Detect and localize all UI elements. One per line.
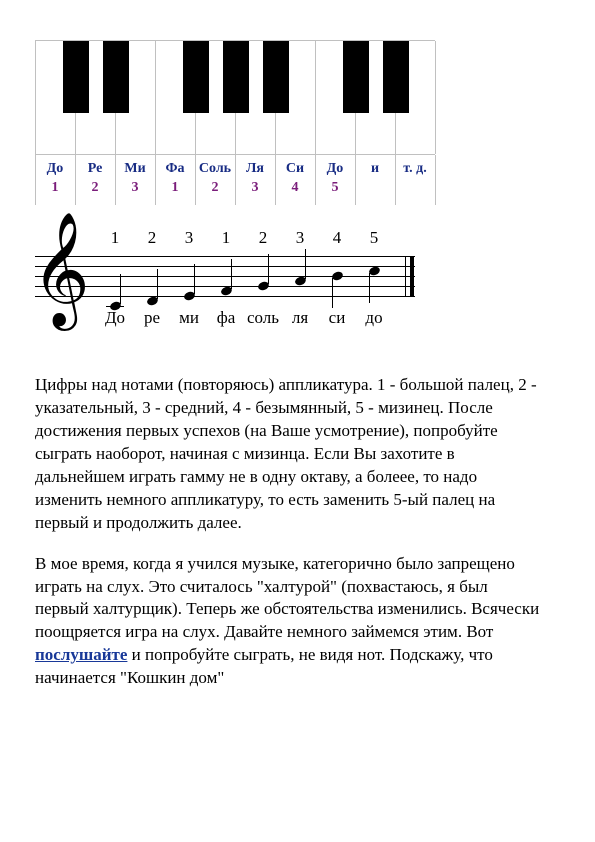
note-finger: 4 bbox=[317, 228, 357, 248]
key-divider bbox=[155, 155, 156, 205]
note-finger: 1 bbox=[95, 228, 135, 248]
finger-number: 1 bbox=[155, 180, 195, 196]
note-syllable: До bbox=[95, 308, 135, 328]
note-stem bbox=[120, 274, 121, 304]
staff-line bbox=[35, 296, 415, 297]
black-key bbox=[223, 41, 249, 113]
key-divider bbox=[195, 155, 196, 205]
note-stem bbox=[268, 254, 269, 284]
note-stem bbox=[194, 264, 195, 294]
note-finger: 2 bbox=[132, 228, 172, 248]
finger-number: 2 bbox=[75, 180, 115, 196]
black-key bbox=[343, 41, 369, 113]
note-finger: 5 bbox=[354, 228, 394, 248]
key-divider bbox=[35, 155, 36, 205]
finger-number: 2 bbox=[195, 180, 235, 196]
key-divider bbox=[435, 155, 436, 205]
paragraph-ear-training: В мое время, когда я учился музыке, кате… bbox=[35, 553, 545, 691]
note-syllable: ми bbox=[169, 308, 209, 328]
finger-number bbox=[395, 180, 435, 196]
note-stem bbox=[231, 259, 232, 289]
note-label: Соль bbox=[195, 161, 235, 177]
keyboard-diagram: ДоРеМиФаСольЛяСиДоит. д. 12312345 bbox=[35, 40, 435, 196]
note-label: Си bbox=[275, 161, 315, 177]
note-syllable: до bbox=[354, 308, 394, 328]
note-finger: 2 bbox=[243, 228, 283, 248]
p2-part-a: В мое время, когда я учился музыке, кате… bbox=[35, 554, 539, 642]
key-divider bbox=[395, 155, 396, 205]
music-staff: 𝄞 1 До 2 ре 3 ми 1 фа 2 соль 3 ля 4 си 5 до bbox=[35, 226, 415, 346]
finger-number: 3 bbox=[235, 180, 275, 196]
key-divider bbox=[115, 155, 116, 205]
staff-line bbox=[35, 266, 415, 267]
note-finger: 1 bbox=[206, 228, 246, 248]
listen-link[interactable]: послушайте bbox=[35, 645, 127, 664]
finger-number: 4 bbox=[275, 180, 315, 196]
note-stem bbox=[305, 249, 306, 279]
finger-number: 5 bbox=[315, 180, 355, 196]
note-stem bbox=[157, 269, 158, 299]
note-label: Фа bbox=[155, 161, 195, 177]
piano-keys bbox=[35, 40, 435, 155]
paragraph-fingering: Цифры над нотами (повторяюсь) аппликатур… bbox=[35, 374, 545, 535]
black-key bbox=[263, 41, 289, 113]
note-label: т. д. bbox=[395, 161, 435, 177]
note-finger: 3 bbox=[169, 228, 209, 248]
key-divider bbox=[235, 155, 236, 205]
note-syllable: фа bbox=[206, 308, 246, 328]
black-key bbox=[183, 41, 209, 113]
note-label: Ре bbox=[75, 161, 115, 177]
note-stem bbox=[369, 273, 370, 303]
note-stem bbox=[332, 278, 333, 308]
black-key bbox=[383, 41, 409, 113]
note-syllable: си bbox=[317, 308, 357, 328]
finger-number: 3 bbox=[115, 180, 155, 196]
key-divider bbox=[75, 155, 76, 205]
staff-line bbox=[35, 276, 415, 277]
key-divider bbox=[315, 155, 316, 205]
black-key bbox=[63, 41, 89, 113]
note-syllable: соль bbox=[243, 308, 283, 328]
treble-clef-icon: 𝄞 bbox=[40, 238, 88, 306]
note-label: До bbox=[35, 161, 75, 177]
finger-number bbox=[355, 180, 395, 196]
barline-thick bbox=[410, 256, 414, 296]
note-label: Ля bbox=[235, 161, 275, 177]
note-label: Ми bbox=[115, 161, 155, 177]
key-divider bbox=[275, 155, 276, 205]
barline-thin bbox=[405, 256, 406, 296]
note-label: и bbox=[355, 161, 395, 177]
black-key bbox=[103, 41, 129, 113]
note-label: До bbox=[315, 161, 355, 177]
staff-line bbox=[35, 256, 415, 257]
note-syllable: ля bbox=[280, 308, 320, 328]
key-divider bbox=[355, 155, 356, 205]
note-finger: 3 bbox=[280, 228, 320, 248]
finger-number: 1 bbox=[35, 180, 75, 196]
note-syllable: ре bbox=[132, 308, 172, 328]
